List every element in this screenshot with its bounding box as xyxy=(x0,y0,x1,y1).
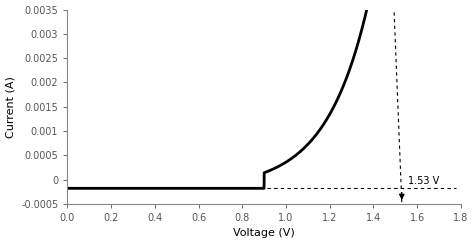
Text: 1.53 V: 1.53 V xyxy=(409,176,439,186)
X-axis label: Voltage (V): Voltage (V) xyxy=(233,228,295,238)
Y-axis label: Current (A): Current (A) xyxy=(6,76,16,138)
